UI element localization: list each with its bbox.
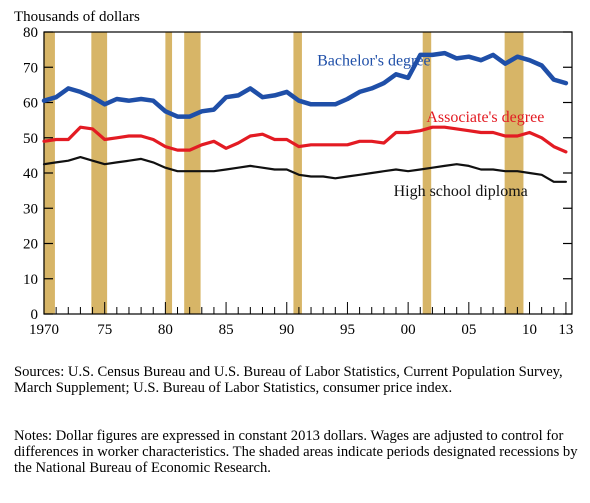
- sources-note: Sources: U.S. Census Bureau and U.S. Bur…: [14, 364, 580, 396]
- y-tick-label: 10: [23, 272, 38, 288]
- x-tick-label: 80: [158, 322, 173, 338]
- x-tick-label: 75: [97, 322, 112, 338]
- series-lines: [41, 50, 569, 183]
- series-line-2: [42, 156, 568, 183]
- series-label-2: High school diploma: [394, 183, 528, 200]
- x-tick-label: 13: [558, 322, 573, 338]
- series-line-1: [42, 125, 568, 154]
- x-tick-label: 90: [279, 322, 294, 338]
- y-tick-label: 50: [23, 131, 38, 147]
- y-axis-label: Thousands of dollars: [14, 9, 140, 25]
- x-tick-label: 10: [522, 322, 537, 338]
- series-label-0: Bachelor's degree: [317, 52, 431, 69]
- x-tick-label: 85: [219, 322, 234, 338]
- recession-bar-1: [91, 32, 108, 314]
- recession-bar-6: [504, 32, 524, 314]
- y-tick-label: 70: [23, 60, 38, 76]
- y-tick-label: 0: [31, 307, 39, 323]
- y-tick-label: 40: [23, 166, 38, 182]
- sources-text: Sources: U.S. Census Bureau and U.S. Bur…: [14, 364, 563, 396]
- series-labels: Bachelor's degree Associate's degree High …: [317, 52, 544, 199]
- x-tick-label: 95: [340, 322, 355, 338]
- x-tick-label: 1970: [29, 322, 59, 338]
- notes-block: Notes: Dollar figures are expressed in c…: [14, 428, 580, 476]
- y-tick-label: 30: [23, 201, 38, 217]
- notes-text: Notes: Dollar figures are expressed in c…: [14, 428, 578, 476]
- chart: Thousands of dollars 0 10 20 30 40 50 60 70 80 19…: [14, 9, 573, 338]
- x-tick-label: 00: [401, 322, 416, 338]
- recession-bar-3: [184, 32, 201, 314]
- series-label-1: Associate's degree: [426, 109, 544, 126]
- recession-shading: [43, 32, 524, 314]
- y-tick-label: 80: [23, 25, 38, 41]
- x-tick-label: 05: [461, 322, 476, 338]
- plot-frame: [43, 31, 573, 315]
- recession-bar-4: [293, 32, 302, 314]
- y-tick-label: 60: [23, 96, 38, 112]
- recession-bar-5: [422, 32, 432, 314]
- series-line-0: [41, 50, 569, 119]
- recession-bar-2: [165, 32, 173, 314]
- y-tick-label: 20: [23, 237, 38, 253]
